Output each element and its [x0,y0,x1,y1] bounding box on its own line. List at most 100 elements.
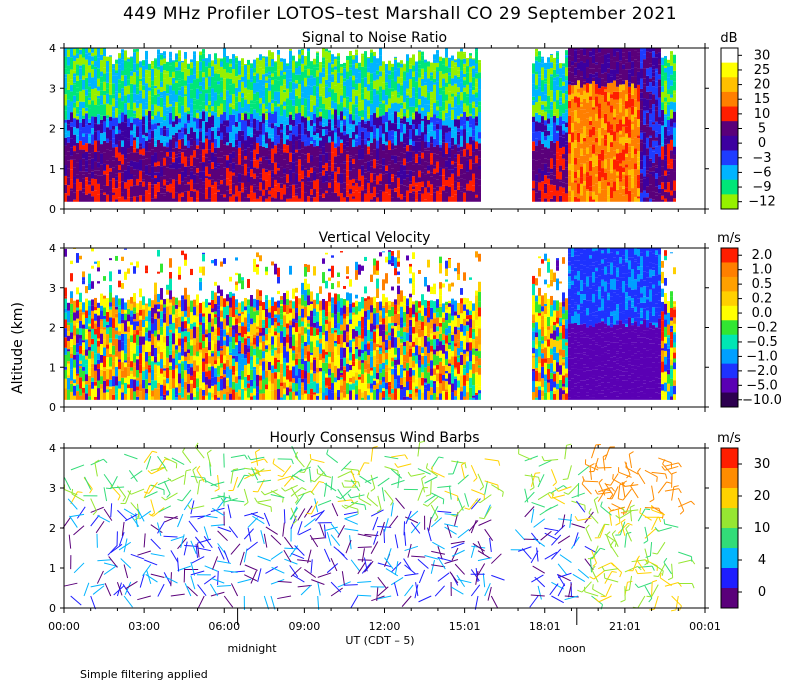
heatmap-cell [577,50,580,55]
heatmap-cell [361,55,364,67]
heatmap-cell [418,156,421,165]
heatmap-cell [268,123,271,128]
heatmap-cell [175,368,178,379]
heatmap-cell [454,199,457,202]
heatmap-cell [259,196,262,202]
heatmap-cell [340,142,343,154]
heatmap-cell [64,184,67,194]
heatmap-cell [259,157,262,162]
heatmap-cell [250,103,253,108]
heatmap-cell [589,125,592,130]
heatmap-cell [541,109,544,113]
heatmap-cell [550,158,553,169]
heatmap-cell [559,195,562,202]
heatmap-cell [334,66,337,70]
heatmap-cell [205,318,208,325]
heatmap-cell [646,177,649,187]
heatmap-cell [169,354,172,363]
heatmap-cell [88,159,91,165]
heatmap-cell [472,65,475,69]
heatmap-cell [97,183,100,195]
heatmap-cell [64,155,67,166]
heatmap-cell [466,72,469,85]
heatmap-cell [205,384,208,396]
heatmap-cell [544,86,547,95]
heatmap-cell [373,168,376,174]
heatmap-cell [139,170,142,182]
heatmap-cell [193,140,196,151]
heatmap-cell [376,148,379,161]
heatmap-cell [82,171,85,175]
heatmap-cell [244,120,247,132]
heatmap-cell [103,367,106,371]
heatmap-cell [595,130,598,138]
heatmap-cell [139,90,142,94]
heatmap-cell [103,56,106,68]
heatmap-cell [589,175,592,187]
heatmap-cell [193,370,196,378]
heatmap-cell [76,334,79,344]
heatmap-cell [187,323,190,329]
heatmap-cell [556,74,559,77]
heatmap-cell [613,69,616,81]
heatmap-cell [139,319,142,332]
heatmap-cell [223,329,226,337]
heatmap-cell [169,378,172,390]
heatmap-cell [385,95,388,105]
heatmap-cell [187,317,190,324]
heatmap-cell [142,181,145,187]
heatmap-cell [334,143,337,148]
heatmap-cell [277,76,280,81]
heatmap-cell [103,356,106,368]
heatmap-cell [580,71,583,77]
heatmap-cell [400,95,403,103]
heatmap-cell [652,100,655,105]
heatmap-cell [565,50,568,56]
heatmap-cell [208,68,211,77]
heatmap-cell [157,161,160,166]
heatmap-cell [460,191,463,202]
heatmap-cell [85,329,88,334]
heatmap-cell [211,366,214,378]
heatmap-cell [100,293,103,297]
heatmap-cell [136,126,139,138]
heatmap-cell [535,48,538,52]
heatmap-cell [376,107,379,118]
heatmap-cell [127,179,130,190]
heatmap-cell [379,76,382,87]
heatmap-cell [97,340,100,347]
heatmap-cell [208,76,211,87]
heatmap-cell [406,170,409,175]
heatmap-cell [127,85,130,95]
heatmap-cell [256,198,259,202]
heatmap-cell [664,116,667,127]
heatmap-cell [454,93,457,97]
heatmap-cell [166,181,169,186]
heatmap-cell [133,52,136,57]
heatmap-cell [118,164,121,170]
heatmap-cell [592,89,595,101]
heatmap-cell [277,54,280,66]
heatmap-cell [475,197,478,202]
heatmap-cell [211,260,214,264]
heatmap-cell [271,134,274,138]
heatmap-cell [541,80,544,92]
heatmap-cell [169,329,172,333]
heatmap-cell [181,71,184,80]
heatmap-cell [532,188,535,191]
heatmap-cell [193,59,196,67]
heatmap-cell [379,137,382,145]
heatmap-cell [88,133,91,137]
heatmap-cell [124,383,127,394]
heatmap-cell [304,65,307,70]
heatmap-cell [127,109,130,119]
heatmap-cell [451,160,454,165]
heatmap-cell [661,146,664,155]
heatmap-cell [649,184,652,192]
heatmap-cell [418,99,421,105]
heatmap-cell [130,316,133,325]
heatmap-cell [301,122,304,135]
heatmap-cell [400,164,403,175]
heatmap-cell [142,155,145,160]
heatmap-cell [610,135,613,143]
